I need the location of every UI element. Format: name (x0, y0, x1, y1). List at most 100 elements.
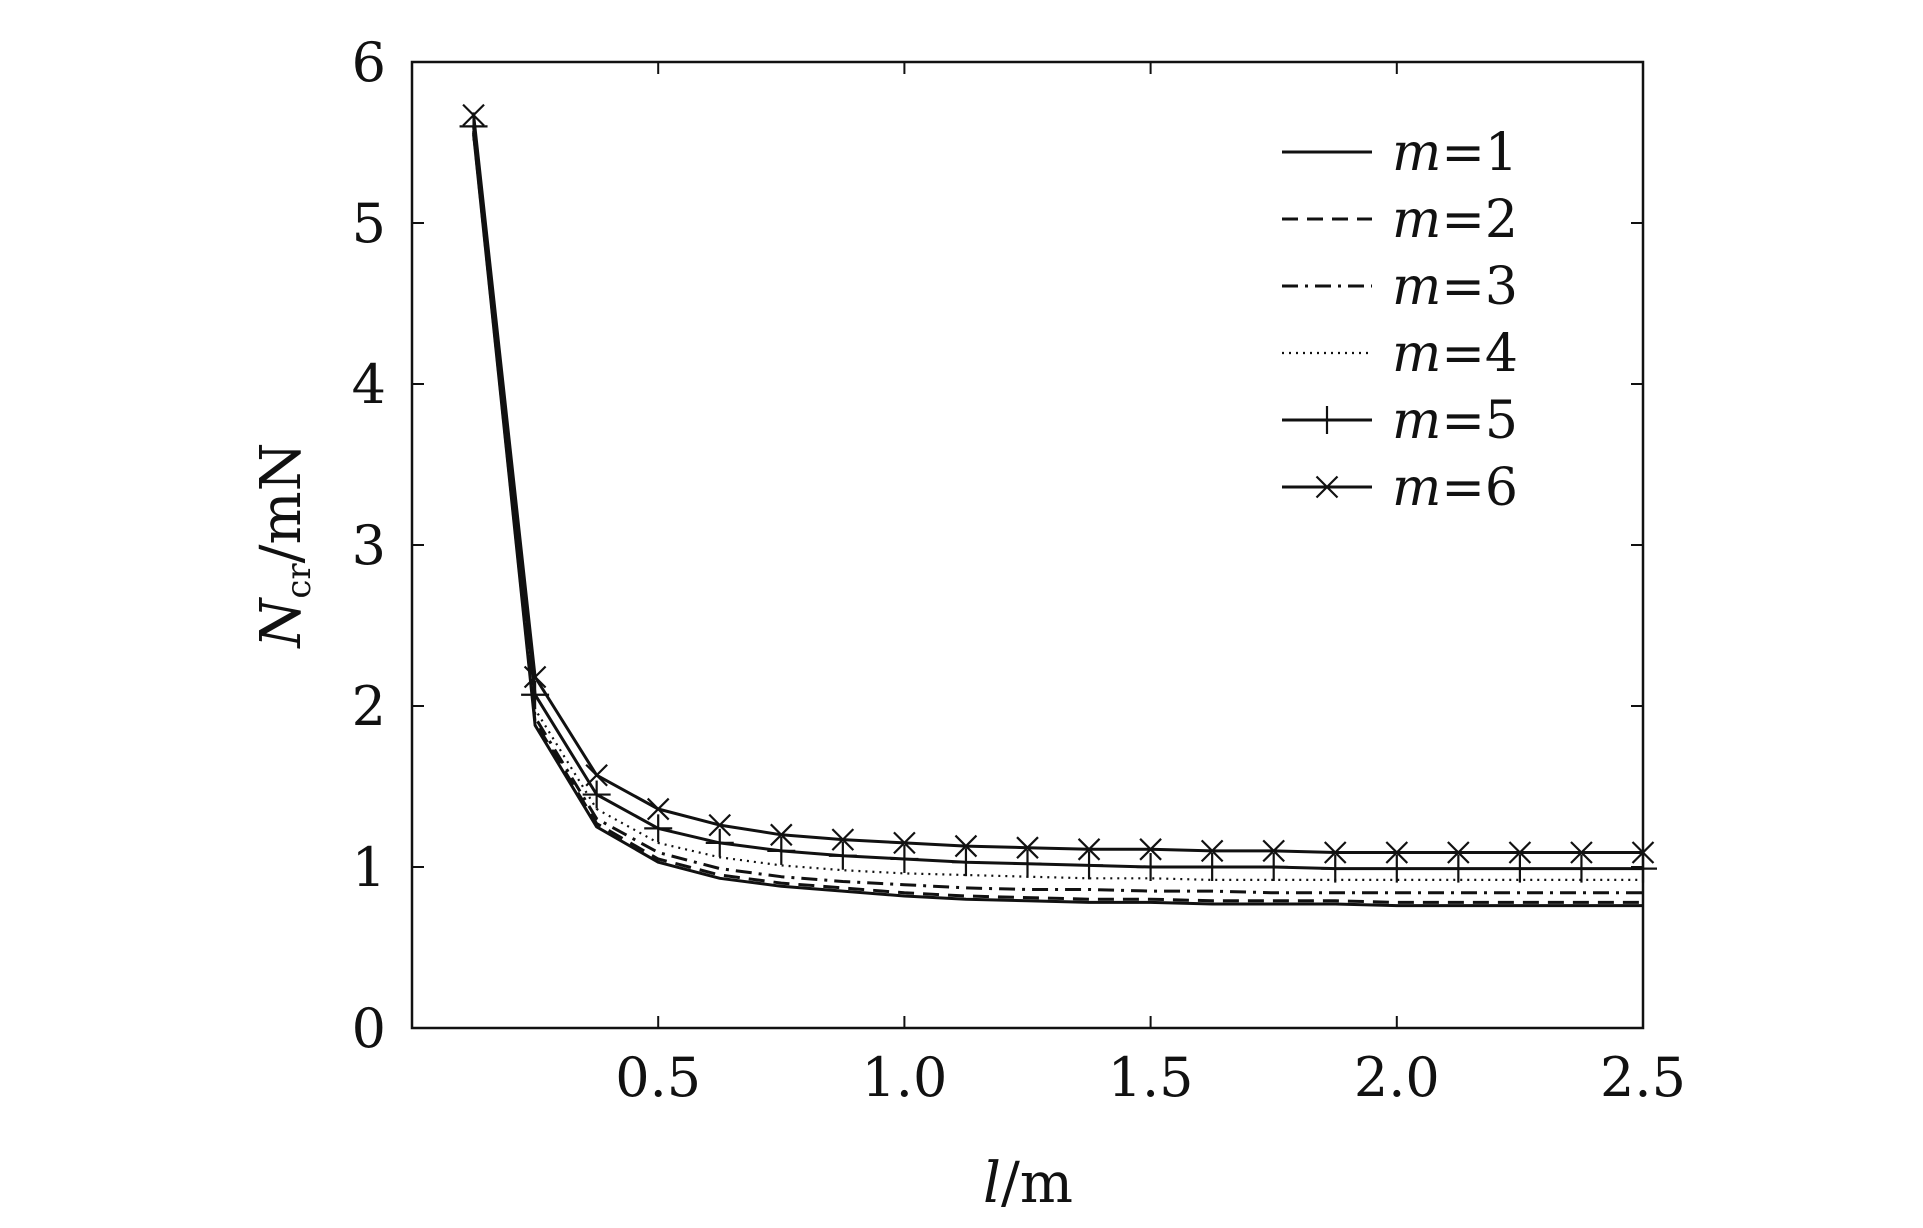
x-marker (831, 828, 855, 851)
series-2 (472, 132, 1643, 904)
legend-item: m=6 (1282, 458, 1518, 518)
x-marker (1631, 841, 1655, 864)
x-marker (1447, 841, 1470, 864)
data-point (1629, 854, 1657, 883)
y-axis-unit: /mN (249, 442, 314, 563)
x-tick-label: 1.0 (861, 1046, 947, 1109)
data-point (1013, 849, 1042, 878)
legend-item: m=2 (1282, 190, 1518, 250)
series-layer (459, 103, 1657, 908)
x-tick-label: 2.5 (1600, 1046, 1686, 1109)
data-point (1262, 839, 1285, 863)
x-tick-label: 2.0 (1354, 1046, 1440, 1109)
x-marker (646, 797, 670, 821)
x-marker (1077, 838, 1101, 861)
x-axis-variable: l (983, 1151, 1001, 1216)
data-point (1139, 838, 1162, 861)
x-marker (1315, 475, 1339, 499)
series-6-line (472, 114, 1643, 854)
x-marker (462, 103, 485, 127)
data-point (1631, 841, 1655, 864)
x-marker (954, 834, 978, 858)
data-point (1136, 853, 1165, 881)
data-point (705, 828, 734, 857)
legend-label: m=1 (1392, 123, 1518, 183)
legend-item: m=3 (1282, 257, 1518, 317)
x-tick-label: 0.5 (615, 1046, 701, 1109)
data-point (708, 813, 732, 837)
x-axis-unit: /m (1001, 1151, 1073, 1216)
data-point (1016, 836, 1039, 859)
data-point (582, 780, 611, 809)
legend-label: m=5 (1392, 391, 1518, 451)
data-point (644, 814, 673, 843)
x-marker (1016, 836, 1039, 859)
x-marker (1323, 841, 1347, 864)
series-4-line (472, 129, 1643, 882)
data-point (1567, 854, 1596, 883)
data-point (1570, 841, 1593, 864)
x-marker (523, 665, 547, 689)
x-marker (1508, 841, 1532, 864)
data-point (1321, 854, 1350, 883)
legend-label: m=2 (1392, 190, 1518, 250)
data-point (1077, 838, 1101, 861)
series-6 (462, 103, 1655, 864)
x-marker (1139, 838, 1162, 861)
data-point (1385, 841, 1409, 864)
legend-item: m=1 (1282, 123, 1518, 183)
data-point (462, 103, 485, 127)
data-point (1382, 854, 1411, 883)
y-axis-ticks: 0 1 2 3 4 5 6 (352, 31, 1643, 1060)
data-point (1323, 841, 1347, 864)
data-point (1505, 854, 1534, 883)
y-tick-label: 4 (352, 353, 386, 416)
data-point (585, 763, 608, 787)
x-marker (1385, 841, 1409, 864)
legend-label: m=3 (1392, 257, 1518, 317)
series-2-line (472, 132, 1643, 904)
y-axis-variable: N (249, 597, 314, 650)
x-marker (1200, 839, 1224, 863)
data-point (1447, 841, 1470, 864)
data-point (1200, 839, 1224, 863)
data-point (767, 836, 796, 865)
data-point (831, 828, 855, 851)
x-tick-label: 1.5 (1108, 1046, 1194, 1109)
legend-label: m=6 (1392, 458, 1518, 518)
legend-item: m=4 (1282, 324, 1518, 384)
series-1-line (472, 134, 1643, 908)
data-point (890, 844, 919, 873)
x-marker (893, 831, 916, 855)
x-axis-ticks: 0.5 1.0 1.5 2.0 2.5 (615, 62, 1686, 1109)
x-marker (770, 823, 793, 847)
data-point (954, 834, 978, 858)
y-tick-label: 6 (352, 31, 386, 94)
y-tick-label: 0 (352, 997, 386, 1060)
data-point (893, 831, 916, 855)
y-tick-label: 5 (352, 192, 386, 255)
y-tick-label: 2 (352, 675, 386, 738)
x-marker (1262, 839, 1285, 863)
legend: m=1 m=2 m=3 m=4 m=5 m=6 (1282, 123, 1518, 518)
x-marker (585, 763, 608, 787)
y-axis-subscript: cr (279, 563, 319, 599)
series-1 (472, 134, 1643, 908)
y-tick-label: 3 (352, 514, 386, 577)
x-marker (708, 813, 732, 837)
data-point (770, 823, 793, 847)
data-point (523, 665, 547, 689)
data-point (521, 680, 550, 709)
y-axis-title: Ncr/mN (249, 442, 319, 649)
data-point (646, 797, 670, 821)
series-4 (472, 129, 1643, 882)
x-axis-title: l/m (983, 1151, 1073, 1216)
legend-item: m=5 (1282, 391, 1518, 451)
x-marker (1570, 841, 1593, 864)
data-point (1198, 853, 1227, 881)
data-point (828, 841, 857, 870)
legend-label: m=4 (1392, 324, 1518, 384)
data-point (1508, 841, 1532, 864)
